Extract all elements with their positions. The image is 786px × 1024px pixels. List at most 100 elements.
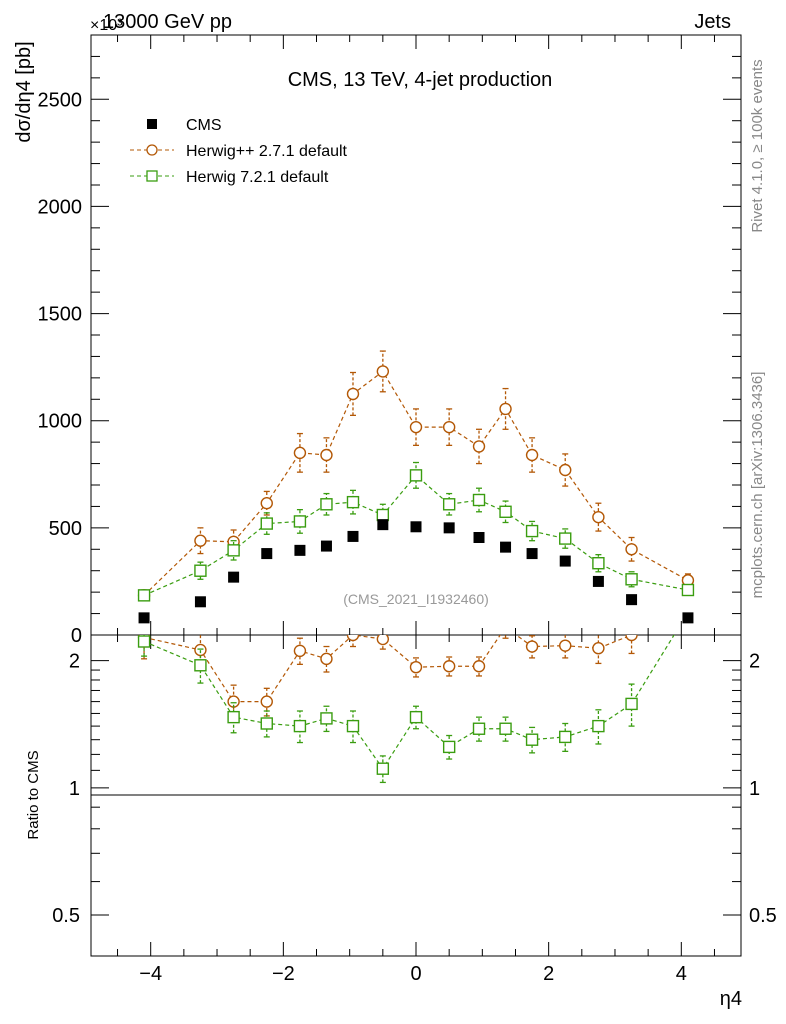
point-cms — [592, 575, 604, 587]
y-tick-label: 2000 — [38, 196, 83, 218]
ratio-point-herwig7 — [499, 722, 512, 735]
ratio-point-herwig7 — [320, 712, 333, 725]
point-herwig7 — [227, 544, 240, 557]
ratio-point-herwig7 — [442, 740, 456, 754]
x-tick-label: 4 — [676, 963, 687, 985]
point-cms — [626, 594, 638, 606]
legend-label-herwig7: Herwig 7.2.1 default — [186, 169, 329, 186]
plot-title: CMS, 13 TeV, 4-jet production — [288, 69, 553, 91]
point-herwig7 — [346, 495, 360, 509]
ratio-point-herwigpp — [472, 660, 486, 673]
header-category: Jets — [694, 11, 731, 33]
x-axis-label: η4 — [720, 988, 742, 1010]
ratio-point-herwigpp — [442, 660, 456, 673]
ratio-point-herwigpp — [500, 622, 511, 633]
point-herwigpp — [260, 497, 273, 510]
point-herwigpp — [346, 387, 360, 401]
ratio-point-herwigpp — [320, 652, 333, 666]
legend-marker-herwig7 — [146, 170, 158, 182]
ratio-tick-label-left: 2 — [69, 651, 80, 673]
legend-label-cms: CMS — [186, 117, 222, 134]
point-herwig7 — [320, 498, 333, 511]
point-cms — [138, 612, 150, 624]
ratio-y-axis-label: Ratio to CMS — [25, 750, 42, 839]
ratio-tick-label-right: 0.5 — [749, 905, 777, 927]
watermark: (CMS_2021_I1932460) — [343, 591, 489, 607]
ratio-point-herwigpp — [293, 644, 307, 658]
ratio-point-herwigpp — [525, 640, 539, 653]
ratio-point-herwigpp — [346, 635, 360, 642]
ratio-point-herwig7 — [409, 710, 423, 724]
ratio-tick-label-left: 0.5 — [52, 905, 80, 927]
point-cms — [473, 532, 485, 543]
ratio-point-herwig7 — [137, 635, 151, 648]
point-herwigpp — [376, 365, 390, 378]
point-herwigpp — [559, 463, 572, 477]
y-tick-label: 2500 — [38, 89, 83, 111]
ratio-point-herwigpp — [376, 635, 390, 646]
point-herwig7 — [137, 589, 151, 602]
ratio-point-herwigpp — [625, 635, 638, 642]
ratio-point-herwigpp — [194, 643, 207, 657]
point-herwig7 — [442, 498, 456, 511]
legend-marker-herwigpp — [146, 144, 158, 156]
point-cms — [410, 521, 422, 533]
ratio-tick-label-right: 2 — [749, 651, 760, 673]
point-herwig7 — [472, 493, 486, 507]
point-herwig7 — [625, 573, 638, 586]
ratio-point-herwigpp — [260, 695, 273, 708]
point-cms — [559, 555, 571, 567]
legend-label-herwigpp: Herwig++ 2.7.1 default — [186, 143, 348, 160]
point-herwigpp — [320, 448, 333, 462]
ratio-point-herwig7 — [293, 719, 307, 733]
point-herwigpp — [293, 446, 307, 460]
point-cms — [500, 541, 512, 553]
series-line-herwig7 — [143, 474, 689, 596]
point-herwig7 — [592, 557, 605, 570]
point-herwigpp — [625, 543, 638, 556]
point-cms — [347, 530, 359, 542]
x-tick-label: 2 — [543, 963, 554, 985]
ratio-point-herwigpp — [409, 660, 423, 674]
ratio-point-herwig7 — [194, 659, 207, 672]
point-cms — [443, 522, 455, 534]
side-label-mcplots: mcplots.cern.ch [arXiv:1306.3436] — [749, 372, 766, 599]
point-herwig7 — [376, 508, 390, 522]
point-herwig7 — [293, 515, 307, 528]
ratio-line-herwigpp — [143, 635, 633, 703]
point-cms — [526, 548, 538, 560]
point-cms — [682, 612, 694, 624]
point-herwigpp — [194, 534, 207, 547]
header-multiplier: ×10³ — [90, 17, 123, 34]
point-herwigpp — [442, 420, 456, 434]
ratio-point-herwig7 — [525, 733, 539, 746]
point-herwig7 — [409, 469, 423, 482]
header-process: 13000 GeV pp — [103, 11, 232, 33]
x-tick-label: −2 — [272, 963, 295, 985]
ratio-tick-label-left: 1 — [69, 778, 80, 800]
y-tick-label: 0 — [71, 625, 82, 647]
point-herwig7 — [681, 583, 695, 597]
ratio-point-herwig7 — [376, 762, 390, 775]
ratio-point-herwig7 — [260, 717, 273, 730]
ratio-point-herwigpp — [592, 642, 605, 655]
series-line-herwigpp — [143, 370, 689, 596]
side-label-rivet: Rivet 4.1.0, ≥ 100k events — [749, 59, 766, 232]
ratio-point-herwig7 — [346, 719, 360, 733]
ratio-point-herwig7 — [625, 697, 638, 711]
ratio-point-herwig7 — [592, 719, 605, 733]
point-herwigpp — [409, 420, 423, 434]
point-cms — [377, 519, 389, 531]
y-axis-label: dσ/dη4 [pb] — [13, 41, 35, 142]
point-cms — [194, 596, 206, 608]
point-herwigpp — [472, 440, 486, 453]
point-cms — [320, 540, 332, 552]
x-tick-label: −4 — [139, 963, 162, 985]
legend-marker-cms — [147, 119, 157, 129]
point-herwigpp — [525, 448, 539, 462]
point-herwig7 — [260, 517, 273, 530]
point-cms — [261, 548, 273, 560]
point-herwigpp — [499, 402, 512, 416]
y-tick-label: 1500 — [38, 304, 83, 326]
